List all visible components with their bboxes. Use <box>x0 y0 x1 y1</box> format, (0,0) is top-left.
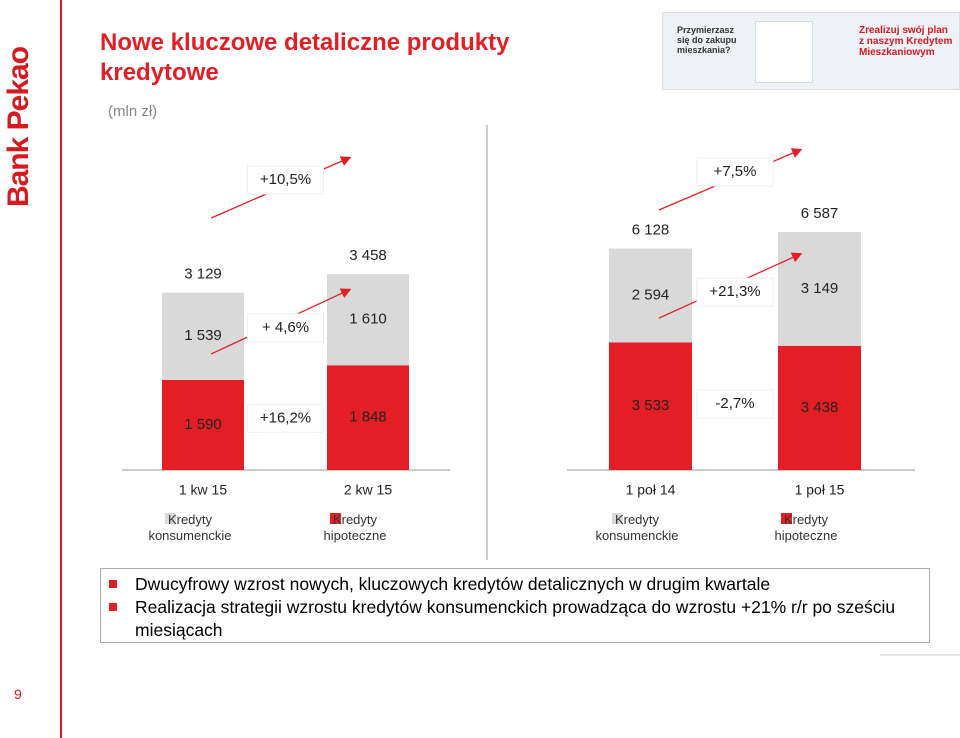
bar-segment <box>609 342 692 470</box>
bar-segment <box>327 365 409 470</box>
annotation: +16,2% <box>260 409 311 426</box>
category-label: 1 poł 14 <box>626 482 676 498</box>
bar-label: 3 533 <box>632 397 670 414</box>
category-label: 1 poł 15 <box>795 482 845 498</box>
bullet-marker <box>109 580 117 588</box>
annotation: +10,5% <box>260 171 311 188</box>
legend-swatch <box>612 513 623 524</box>
bar-label: 1 848 <box>349 409 387 426</box>
annotation: +7,5% <box>714 163 757 180</box>
annotation-box <box>696 389 774 419</box>
legend-swatch <box>165 513 176 524</box>
legend-label: Kredyty hipoteczne <box>323 512 387 543</box>
annotation-box <box>247 313 324 343</box>
annotation: + 4,6% <box>262 319 309 336</box>
total-label: 3 129 <box>184 266 222 283</box>
bullet-text: Realizacja strategii wzrostu kredytów ko… <box>135 597 896 640</box>
annotation-box <box>247 403 324 433</box>
ad-offer: Zrealizuj swój plan z naszym Kredytem Mi… <box>859 25 953 58</box>
page-number: 9 <box>14 686 22 702</box>
bullet: Realizacja strategii wzrostu kredytów ko… <box>109 596 921 642</box>
bar-label: 3 438 <box>801 399 839 416</box>
category-label: 2 kw 15 <box>344 482 392 498</box>
ad-banner: Przymierzasz się do zakupu mieszkania? Z… <box>662 12 960 90</box>
legend-label: Kredyty konsumenckie <box>148 512 232 543</box>
bullet-list: Dwucyfrowy wzrost nowych, kluczowych kre… <box>109 573 921 642</box>
bar-label: 1 590 <box>184 416 222 433</box>
bar-segment <box>162 379 244 470</box>
annotation-box <box>247 165 324 195</box>
bullet-marker <box>109 603 117 611</box>
bullet: Dwucyfrowy wzrost nowych, kluczowych kre… <box>109 573 921 596</box>
total-label: 6 587 <box>801 205 839 222</box>
total-label: 3 458 <box>349 247 387 264</box>
annotation-box <box>696 157 774 187</box>
annotation-box <box>696 277 774 307</box>
bar-segment <box>778 232 861 346</box>
bullet-text: Dwucyfrowy wzrost nowych, kluczowych kre… <box>135 574 771 594</box>
bar-label: 1 539 <box>184 327 222 344</box>
bar-label: 1 610 <box>349 311 387 328</box>
bar-segment <box>778 345 861 470</box>
total-label: 6 128 <box>632 222 670 239</box>
bar-segment <box>609 248 692 343</box>
category-label: 1 kw 15 <box>179 482 227 498</box>
bar-segment <box>162 292 244 380</box>
red-rule <box>60 0 62 738</box>
bar-label: 2 594 <box>632 286 670 303</box>
legend-swatch <box>330 513 341 524</box>
annotation: +21,3% <box>709 283 760 300</box>
bullet-box: Dwucyfrowy wzrost nowych, kluczowych kre… <box>100 568 930 643</box>
ad-image <box>755 21 813 83</box>
bar-label: 3 149 <box>801 280 839 297</box>
legend-swatch <box>781 513 792 524</box>
unit: (mln zł) <box>108 103 158 120</box>
title: Nowe kluczowe detaliczne produkty kredyt… <box>100 29 510 86</box>
legend-label: Kredyty hipoteczne <box>774 512 838 543</box>
legend-label: Kredyty konsumenckie <box>595 512 679 543</box>
ad-question: Przymierzasz się do zakupu mieszkania? <box>677 25 737 55</box>
annotation: -2,7% <box>715 395 754 412</box>
